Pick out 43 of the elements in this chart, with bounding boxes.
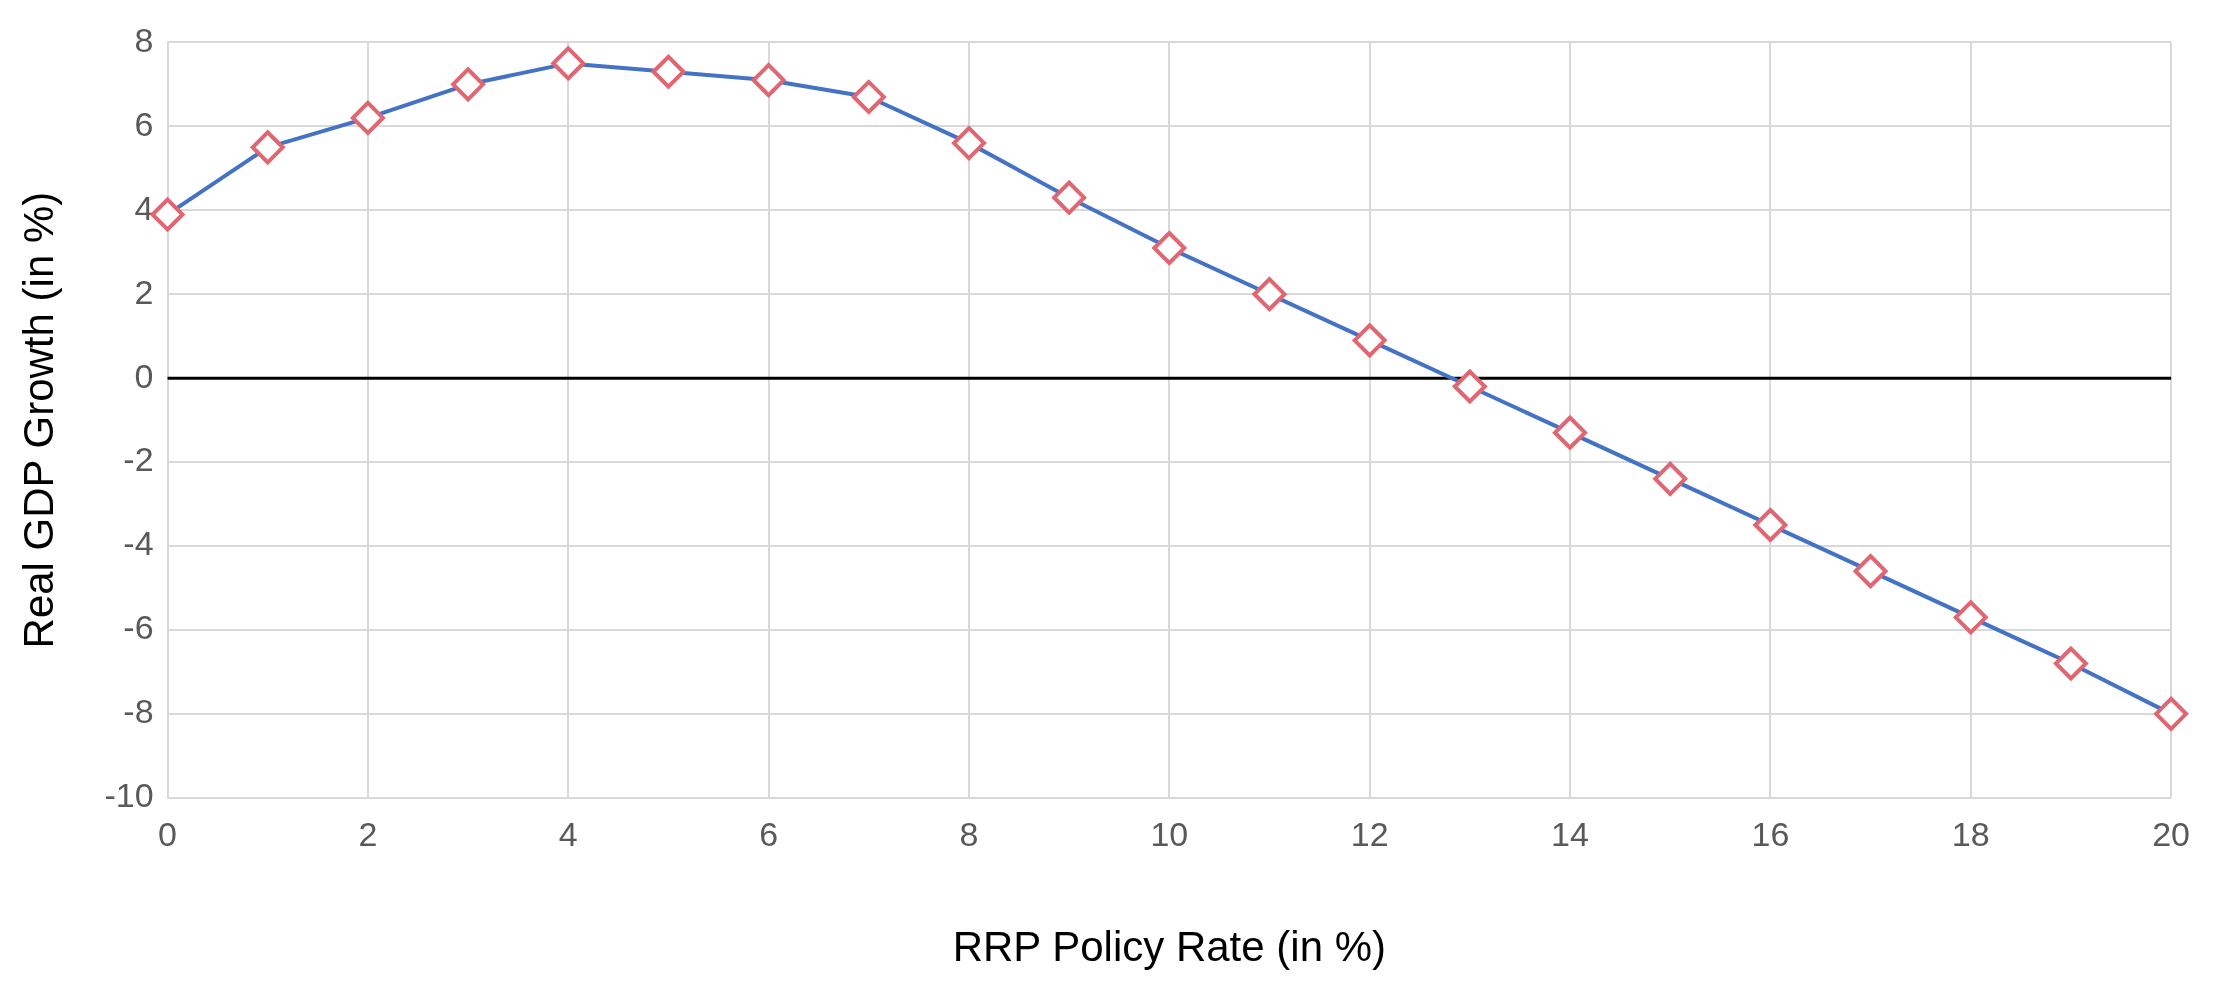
x-tick-label: 12 — [1350, 814, 1389, 853]
point — [1452, 369, 1487, 404]
point — [2154, 696, 2189, 731]
y-tick-label: -8 — [123, 692, 154, 731]
y-tick-label: 6 — [134, 104, 154, 143]
x-tick-label: 2 — [358, 814, 378, 853]
point — [551, 46, 586, 81]
point — [951, 126, 986, 161]
point — [1352, 323, 1387, 358]
point — [1152, 231, 1187, 266]
point — [1853, 554, 1888, 589]
point — [1653, 461, 1688, 496]
x-tick-label: 14 — [1551, 814, 1589, 853]
point — [350, 100, 385, 135]
point — [751, 63, 786, 98]
point — [1953, 600, 1988, 635]
y-tick-label: 2 — [134, 272, 154, 311]
y-tick-label: -4 — [123, 524, 154, 563]
x-tick-label: 6 — [759, 814, 779, 853]
x-tick-label: 18 — [1951, 814, 1990, 853]
point — [451, 67, 486, 102]
point — [1753, 508, 1788, 543]
point — [2053, 646, 2088, 681]
x-tick-label: 16 — [1751, 814, 1790, 853]
y-tick-label: -6 — [123, 608, 154, 647]
y-tick-label: -2 — [123, 440, 154, 479]
point — [651, 54, 686, 89]
y-tick-label: -10 — [104, 776, 154, 815]
point — [851, 79, 886, 114]
point — [1052, 180, 1087, 215]
point — [150, 197, 185, 232]
x-tick-label: 10 — [1150, 814, 1189, 853]
y-tick-label: 4 — [134, 188, 154, 227]
point — [250, 130, 285, 165]
point — [1252, 277, 1287, 312]
y-tick-label: 8 — [134, 20, 154, 59]
x-tick-label: 4 — [558, 814, 578, 853]
y-axis-title: Real GDP Growth (in %) — [14, 191, 62, 649]
y-tick-label: 0 — [134, 356, 154, 395]
point — [1553, 415, 1588, 450]
x-axis-title: RRP Policy Rate (in %) — [952, 923, 1386, 971]
x-tick-label: 8 — [959, 814, 979, 853]
x-tick-label: 20 — [2152, 814, 2190, 853]
